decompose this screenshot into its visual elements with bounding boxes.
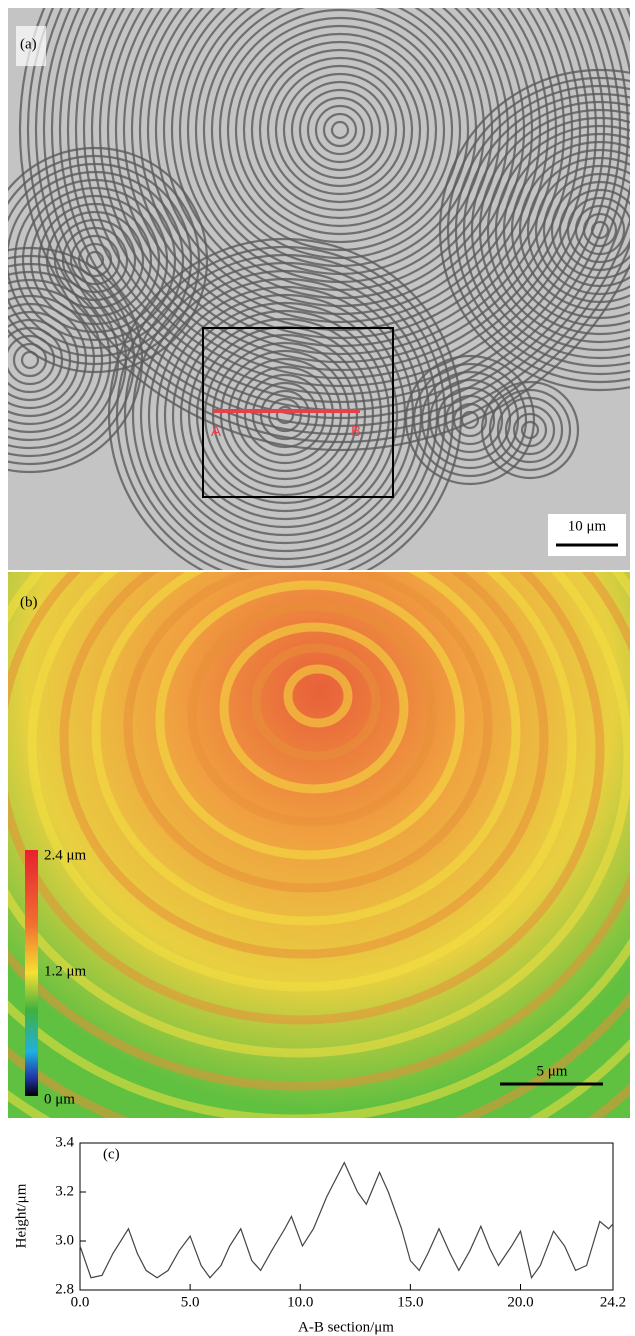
colorbar	[25, 850, 38, 1096]
y-tick-label: 2.8	[55, 1281, 74, 1297]
x-tick-label: 5.0	[181, 1294, 200, 1310]
x-tick-label: 15.0	[397, 1294, 423, 1310]
x-tick-label: 24.2	[600, 1294, 626, 1310]
page: A B (a) 10 μm (b) 2.4 μm 1.2 μm 0 μm 5 μ…	[0, 0, 635, 1336]
y-tick-label: 3.0	[55, 1232, 74, 1248]
panel-label: (a)	[20, 36, 37, 52]
y-tick-label: 3.2	[55, 1183, 74, 1199]
scale-bar-label: 5 μm	[537, 1063, 568, 1079]
figure: A B (a) 10 μm (b) 2.4 μm 1.2 μm 0 μm 5 μ…	[0, 0, 635, 1336]
x-axis-title: A-B section/μm	[298, 1319, 394, 1335]
scale-bar-label: 10 μm	[568, 518, 607, 534]
y-axis-title: Height/μm	[13, 1183, 29, 1248]
height-profile	[80, 1163, 613, 1278]
x-tick-label: 10.0	[287, 1294, 313, 1310]
colorbar-label: 2.4 μm	[44, 847, 87, 863]
colorbar-label: 1.2 μm	[44, 963, 87, 979]
y-tick-label: 3.4	[55, 1134, 74, 1150]
point-label: B	[351, 423, 361, 440]
plot-frame	[80, 1143, 613, 1290]
panel-label: (b)	[20, 594, 38, 610]
x-tick-label: 20.0	[507, 1294, 533, 1310]
panel-a-image	[0, 0, 635, 591]
colorbar-label: 0 μm	[44, 1091, 75, 1107]
point-label: A	[211, 423, 221, 440]
panel-label: (c)	[103, 1146, 120, 1162]
